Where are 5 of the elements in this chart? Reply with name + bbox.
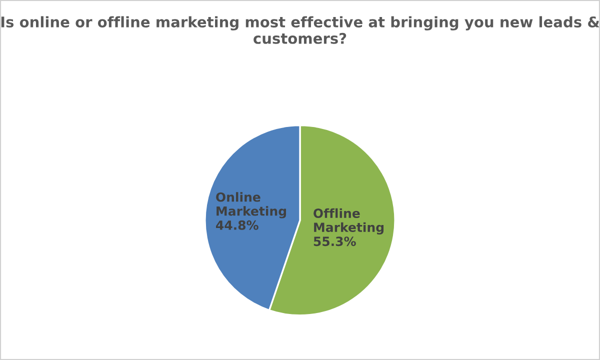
data-label: 55.3% bbox=[314, 236, 356, 246]
data-label: 44.8% bbox=[216, 220, 258, 230]
slice-label: Online Marketing bbox=[216, 192, 286, 218]
slice-label: Offline Marketing bbox=[314, 208, 384, 235]
chart-title: Is online or offline marketing most effective at bringing you new leads & customers? bbox=[1, 16, 600, 44]
